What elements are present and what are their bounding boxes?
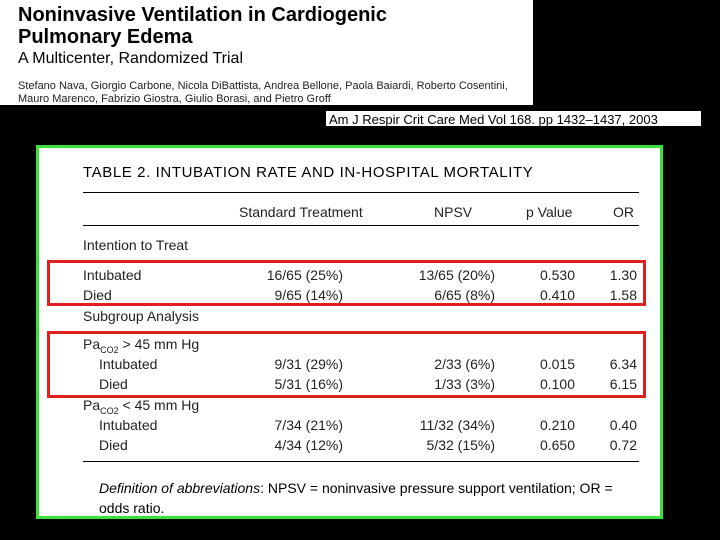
header-standard: Standard Treatment (239, 204, 363, 220)
paco2-prefix: Pa (83, 336, 101, 352)
row-label: Died (83, 287, 112, 303)
paco2-prefix: Pa (83, 397, 101, 413)
row-label: Intubated (99, 356, 158, 372)
section-subgroup: Subgroup Analysis (83, 308, 199, 324)
footnote-rest: : NPSV = noninvasive pressure support ve… (99, 480, 613, 516)
table-footnote: Definition of abbreviations: NPSV = noni… (99, 478, 639, 518)
paco2-sub: CO2 (100, 344, 119, 355)
section-paco2-gt: PaCO2 > 45 mm Hg (83, 336, 199, 355)
cell-or: 6.34 (609, 356, 637, 372)
row-label: Died (99, 376, 128, 392)
cell-std: 4/34 (12%) (274, 437, 343, 453)
table-frame: TABLE 2. INTUBATION RATE AND IN-HOSPITAL… (36, 145, 663, 519)
paco2-suffix: > 45 mm Hg (118, 336, 200, 352)
cell-p: 0.530 (539, 267, 575, 283)
cell-p: 0.015 (539, 356, 575, 372)
cell-or: 1.58 (609, 287, 637, 303)
cell-p: 0.650 (539, 437, 575, 453)
paper-authors: Stefano Nava, Giorgio Carbone, Nicola Di… (18, 80, 528, 106)
authors-line2: Mauro Marenco, Fabrizio Giostra, Giulio … (18, 93, 331, 105)
authors-line1: Stefano Nava, Giorgio Carbone, Nicola Di… (18, 80, 508, 92)
highlight-box-itt (47, 260, 646, 306)
cell-npsv: 1/33 (3%) (434, 376, 495, 392)
section-itt: Intention to Treat (83, 237, 189, 253)
footnote-em: Definition of abbreviations (99, 480, 261, 496)
paper-subtitle: A Multicenter, Randomized Trial (18, 50, 243, 67)
paco2-suffix: < 45 mm Hg (118, 397, 200, 413)
cell-or: 6.15 (609, 376, 637, 392)
cell-std: 16/65 (25%) (266, 267, 343, 283)
cell-or: 0.72 (609, 437, 637, 453)
header-npsv: NPSV (434, 204, 473, 220)
highlight-box-paco2-gt (47, 331, 646, 398)
cell-or: 0.40 (609, 417, 637, 433)
cell-p: 0.210 (539, 417, 575, 433)
cell-std: 7/34 (21%) (274, 417, 343, 433)
cell-std: 9/65 (14%) (274, 287, 343, 303)
paper-title-line1: Noninvasive Ventilation in Cardiogenic (18, 4, 387, 26)
cell-or: 1.30 (609, 267, 637, 283)
cell-p: 0.410 (539, 287, 575, 303)
cell-npsv: 5/32 (15%) (426, 437, 495, 453)
paper-header: Noninvasive Ventilation in Cardiogenic P… (0, 0, 533, 105)
cell-npsv: 6/65 (8%) (434, 287, 495, 303)
citation: Am J Respir Crit Care Med Vol 168. pp 14… (325, 110, 702, 127)
cell-npsv: 11/32 (34%) (419, 417, 495, 433)
table-rule-header (83, 225, 639, 226)
header-or: OR (613, 204, 634, 220)
cell-npsv: 2/33 (6%) (434, 356, 495, 372)
paco2-sub: CO2 (100, 405, 119, 416)
table-title: TABLE 2. INTUBATION RATE AND IN-HOSPITAL… (83, 164, 534, 181)
header-p-value: p Value (526, 204, 573, 220)
cell-p: 0.100 (539, 376, 575, 392)
row-label: Intubated (83, 267, 142, 283)
cell-std: 5/31 (16%) (274, 376, 343, 392)
paper-title: Noninvasive Ventilation in Cardiogenic P… (18, 4, 387, 48)
row-label: Intubated (99, 417, 158, 433)
cell-std: 9/31 (29%) (274, 356, 343, 372)
row-label: Died (99, 437, 128, 453)
cell-npsv: 13/65 (20%) (418, 267, 495, 283)
table-rule-top (83, 192, 639, 193)
section-paco2-lt: PaCO2 < 45 mm Hg (83, 397, 199, 416)
table-rule-bottom (83, 461, 639, 462)
paper-title-line2: Pulmonary Edema (18, 26, 193, 48)
